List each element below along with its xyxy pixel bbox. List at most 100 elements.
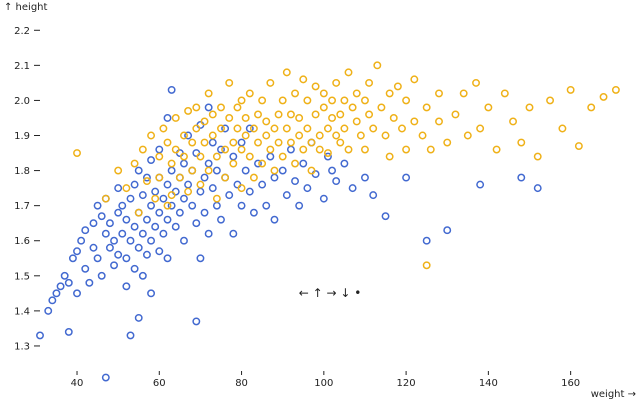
- scatter-point: [73, 247, 81, 256]
- y-tick-label: 2.0: [14, 96, 30, 107]
- scatter-point: [229, 152, 238, 161]
- scatter-point: [126, 331, 135, 340]
- scatter-point: [225, 191, 234, 200]
- scatter-point: [163, 180, 172, 189]
- scatter-point: [299, 145, 308, 154]
- scatter-point: [525, 103, 534, 112]
- scatter-point: [200, 173, 209, 182]
- scatter-point: [73, 289, 81, 298]
- scatter-point: [307, 138, 316, 147]
- scatter-point: [315, 145, 324, 154]
- scatter-point: [361, 145, 369, 154]
- scatter-point: [303, 124, 312, 133]
- scatter-point: [587, 103, 596, 112]
- scatter-point: [229, 138, 238, 147]
- scatter-point: [410, 75, 419, 84]
- scatter-point: [217, 215, 225, 224]
- scatter-point: [422, 236, 431, 245]
- x-tick-label: 140: [479, 378, 498, 389]
- scatter-point: [574, 142, 583, 150]
- y-tick-label: 1.9: [14, 131, 30, 142]
- scatter-point: [286, 145, 295, 154]
- scatter-point: [167, 85, 176, 94]
- scatter-point: [68, 254, 77, 263]
- scatter-point: [311, 170, 320, 179]
- scatter-point: [422, 103, 431, 112]
- y-tick-label: 1.5: [14, 271, 30, 282]
- scatter-point: [167, 159, 176, 168]
- scatter-point: [332, 131, 341, 140]
- scatter-point: [381, 212, 390, 221]
- scatter-point: [270, 166, 279, 175]
- scatter-point: [262, 201, 271, 210]
- scatter-point: [171, 222, 180, 231]
- x-tick-label: 160: [561, 378, 580, 389]
- scatter-point: [266, 78, 275, 87]
- scatter-point: [163, 201, 172, 210]
- scatter-point: [44, 306, 53, 315]
- scatter-point: [110, 261, 118, 270]
- scatter-point: [319, 103, 328, 112]
- scatter-point: [155, 208, 164, 217]
- scatter-point: [303, 96, 312, 105]
- scatter-point: [258, 159, 267, 168]
- scatter-point: [361, 173, 369, 182]
- scatter-point: [435, 117, 443, 126]
- scatter-point: [192, 103, 201, 112]
- scatter-point: [307, 166, 316, 175]
- scatter-point: [385, 152, 394, 161]
- scatter-point: [311, 82, 320, 91]
- scatter-point: [204, 103, 213, 112]
- scatter-point: [130, 264, 139, 273]
- scatter-point: [93, 201, 102, 210]
- scatter-point: [167, 191, 176, 200]
- scatter-point: [517, 138, 526, 147]
- scatter-point: [60, 271, 69, 280]
- scatter-point: [175, 173, 184, 182]
- scatter-point: [295, 201, 304, 210]
- x-tick-label: 60: [153, 378, 166, 389]
- scatter-point: [229, 159, 238, 168]
- scatter-point: [184, 180, 193, 189]
- scatter-point: [138, 229, 147, 238]
- scatter-point: [258, 96, 267, 105]
- scatter-point: [134, 208, 143, 217]
- scatter-point: [159, 124, 168, 133]
- scatter-point: [163, 254, 172, 263]
- scatter-point: [254, 110, 262, 119]
- scatter-point: [336, 110, 345, 119]
- scatter-point: [323, 124, 332, 133]
- scatter-point: [459, 89, 468, 98]
- scatter-point: [472, 78, 480, 87]
- scatter-point: [130, 159, 139, 168]
- scatter-point: [426, 145, 435, 154]
- scatter-point: [332, 78, 341, 87]
- scatter-point: [163, 114, 172, 122]
- scatter-point: [221, 124, 230, 133]
- scatter-point: [451, 110, 460, 119]
- scatter-point: [147, 236, 156, 245]
- scatter-point: [138, 191, 147, 200]
- scatter-point: [249, 173, 258, 182]
- scatter-point: [291, 89, 299, 98]
- scatter-point: [278, 152, 287, 161]
- scatter-point: [245, 187, 254, 196]
- scatter-point: [73, 149, 81, 157]
- scatter-point: [241, 114, 250, 122]
- scatter-point: [533, 184, 542, 193]
- scatter-point: [463, 131, 472, 140]
- scatter-point: [188, 138, 197, 147]
- scatter-point: [134, 243, 143, 252]
- scatter-point: [237, 145, 246, 154]
- scatter-point: [89, 243, 98, 252]
- scatter-point: [282, 124, 291, 133]
- scatter-point: [97, 271, 106, 280]
- scatter-point: [393, 82, 402, 91]
- scatter-point: [155, 247, 164, 256]
- scatter-point: [509, 117, 517, 126]
- scatter-point: [138, 145, 147, 154]
- x-tick-label: 40: [71, 378, 84, 389]
- scatter-point: [249, 124, 258, 133]
- scatter-point: [151, 194, 160, 203]
- scatter-point: [97, 212, 106, 221]
